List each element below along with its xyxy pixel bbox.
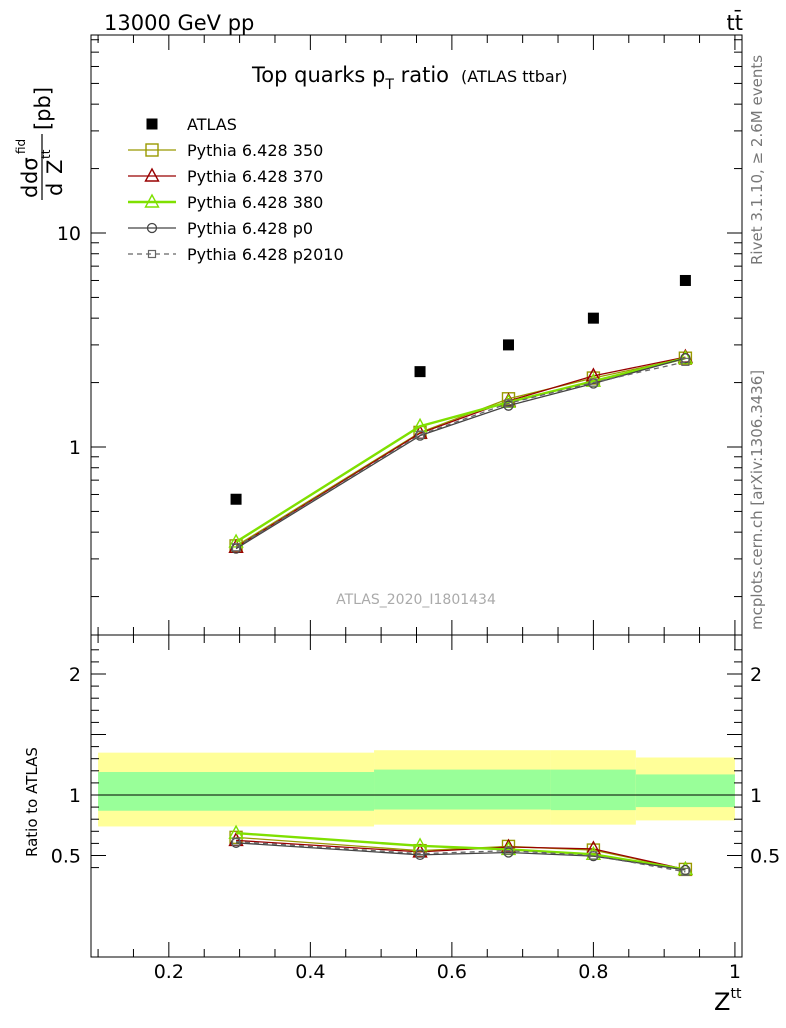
y-label-Z: Z [43, 160, 67, 174]
x-tick-label: 0.4 [295, 961, 325, 983]
ratio-y-tick-label: 0.5 [51, 846, 81, 868]
y-label-tt: tt [39, 149, 53, 159]
main-series-marks [228, 274, 694, 554]
main-axis-ticks: 1 10 [57, 35, 742, 635]
main-point-pythia-6-428-p0 [503, 400, 514, 411]
ratio-line-pythia-6-428-p2010 [236, 840, 686, 873]
ratio-series-marks [228, 824, 694, 877]
main-point-pythia-6-428-p2010 [504, 399, 513, 408]
legend-marker-pythia-6-428-p2010 [147, 249, 157, 259]
legend-marker-atlas [146, 118, 158, 130]
x-tick-label: 0.8 [578, 961, 608, 983]
ratio-point-pythia-6-428-p2010 [415, 849, 425, 858]
ratio-inner-band [635, 774, 735, 808]
main-line-pythia-6-428-p0 [235, 357, 686, 550]
ratio-point-pythia-6-428-p2010 [681, 867, 690, 876]
main-point-atlas [502, 339, 514, 351]
legend-label-pythia-6-428-370: Pythia 6.428 370 [187, 167, 323, 186]
process-label: tt̄ [727, 10, 743, 35]
ratio-line-pythia-6-428-370 [236, 839, 686, 871]
chart-title: Top quarks pT ratio [251, 63, 449, 93]
ratio-panel: 0.5 0.5 1 1 2 2 0.2 0.4 0.6 0.8 1 Ratio to ATLAS Z… [23, 634, 780, 1016]
analysis-watermark: ATLAS_2020_I1801434 [336, 592, 496, 608]
ratio-point-pythia-6-428-p0 [680, 864, 691, 876]
main-y-tick-label: 10 [57, 223, 81, 245]
y-label-sigma: dσ [18, 157, 42, 184]
chart-title-subscript: T [384, 77, 394, 93]
ratio-axis-ticks: 0.5 0.5 1 1 2 2 0.2 0.4 0.6 0.8 1 [51, 635, 780, 983]
legend-marker-pythia-6-428-350 [145, 143, 159, 157]
chart-title-note: (ATLAS ttbar) [461, 67, 568, 86]
legend-label-pythia-6-428-p2010: Pythia 6.428 p2010 [187, 245, 344, 264]
ratio-y-tick-label-right: 1 [750, 785, 762, 807]
ratio-point-pythia-6-428-p2010 [231, 837, 241, 846]
legend-marker-pythia-6-428-p0 [146, 222, 158, 234]
x-axis-label: Ztt [714, 986, 742, 1016]
ratio-inner-band [550, 769, 636, 811]
main-panel: 1 10 Top quarks pT ratio (ATLAS ttbar) d … [14, 34, 743, 636]
y-label-numerator-d: d [18, 185, 42, 198]
main-line-pythia-6-428-370 [235, 356, 686, 548]
ratio-uncertainty-bands [98, 750, 735, 827]
main-point-atlas [587, 312, 599, 324]
energy-label: 13000 GeV pp [104, 11, 254, 35]
main-point-atlas [230, 493, 242, 505]
ratio-point-pythia-6-428-p0 [503, 847, 514, 858]
main-line-pythia-6-428-p2010 [235, 361, 686, 548]
ratio-y-tick-label: 2 [69, 664, 81, 686]
ratio-y-axis-label: Ratio to ATLAS [23, 747, 41, 857]
legend-label-pythia-6-428-380: Pythia 6.428 380 [187, 193, 323, 212]
chart-title-main: Top quarks p [251, 63, 385, 87]
main-point-pythia-6-428-p0 [680, 353, 691, 364]
main-point-atlas [679, 274, 691, 286]
chart-title-tail: ratio [394, 63, 449, 87]
main-point-pythia-6-428-p2010 [589, 378, 598, 387]
x-axis-label-superscript: tt [730, 986, 741, 1002]
x-tick-label: 1 [729, 961, 741, 983]
y-label-unit: [pb] [31, 87, 55, 130]
y-label-fid: fid [14, 139, 28, 154]
x-tick-label: 0.2 [154, 961, 184, 983]
main-point-pythia-6-428-p2010 [231, 543, 241, 552]
main-line-pythia-6-428-350 [235, 357, 686, 547]
legend-label-pythia-6-428-p0: Pythia 6.428 p0 [187, 219, 313, 238]
ratio-inner-band [374, 769, 551, 810]
ratio-y-tick-label-right: 0.5 [750, 846, 780, 868]
rivet-version-label: Rivet 3.1.10, ≥ 2.6M events [748, 55, 766, 265]
ratio-line-pythia-6-428-380 [235, 831, 686, 871]
x-axis-label-main: Z [714, 988, 730, 1016]
ratio-y-tick-label: 1 [69, 785, 81, 807]
main-y-tick-label: 1 [69, 437, 81, 459]
main-point-pythia-6-428-p2010 [415, 430, 425, 439]
legend-marker-pythia-6-428-370 [144, 167, 160, 182]
mcplots-source-label: mcplots.cern.ch [arXiv:1306.3436] [748, 370, 766, 630]
legend-label-atlas: ATLAS [187, 115, 237, 134]
legend: ATLAS Pythia 6.428 350 Pythia 6.428 370 Pyt… [128, 115, 344, 264]
main-y-axis-label: d dσ fid d Z tt [pb] [14, 87, 67, 200]
legend-label-pythia-6-428-350: Pythia 6.428 350 [187, 141, 323, 160]
ratio-point-pythia-6-428-p2010 [504, 846, 513, 855]
ratio-inner-band [98, 772, 375, 811]
y-label-denominator-d: d [43, 183, 67, 196]
ratio-point-pythia-6-428-p2010 [589, 851, 598, 860]
x-tick-label: 0.6 [437, 961, 467, 983]
main-line-pythia-6-428-380 [235, 357, 686, 543]
legend-marker-pythia-6-428-380 [144, 193, 160, 208]
main-point-atlas [414, 366, 426, 378]
main-point-pythia-6-428-p2010 [681, 357, 690, 366]
ratio-y-tick-label-right: 2 [750, 664, 762, 686]
